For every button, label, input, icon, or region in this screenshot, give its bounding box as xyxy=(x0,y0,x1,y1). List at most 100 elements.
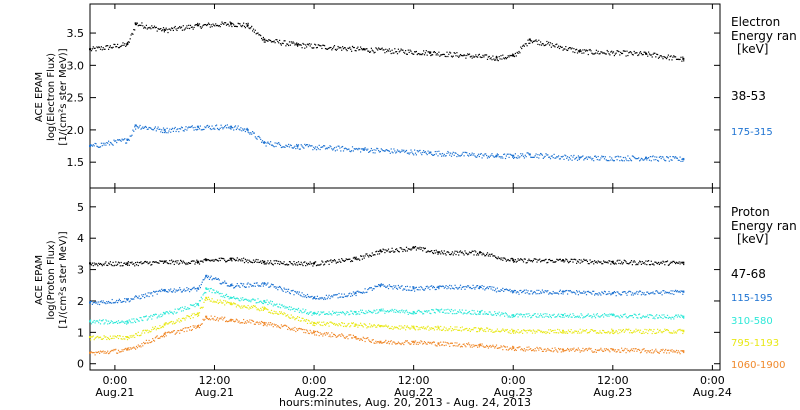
electron-trace-dot xyxy=(391,151,393,153)
proton-trace-dot xyxy=(430,285,432,287)
proton-trace-dot xyxy=(587,331,589,334)
proton-trace-dot xyxy=(470,344,472,346)
electron-trace-dot xyxy=(497,60,499,62)
proton-trace-dot xyxy=(422,288,424,290)
proton-trace-dot xyxy=(595,332,597,334)
electron-trace-dot xyxy=(94,47,96,49)
proton-trace-dot xyxy=(459,343,461,345)
proton-trace-dot xyxy=(255,307,257,309)
proton-trace-dot xyxy=(567,290,570,292)
proton-trace-dot xyxy=(509,288,511,291)
proton-trace-dot xyxy=(535,315,537,318)
electron-trace-dot xyxy=(472,55,474,57)
proton-trace-dot xyxy=(591,293,593,295)
proton-trace-dot xyxy=(346,324,348,327)
proton-trace-dot xyxy=(332,296,334,298)
proton-trace-dot xyxy=(447,285,449,288)
proton-trace-dot xyxy=(461,251,463,253)
proton-trace-dot xyxy=(209,277,211,279)
proton-trace-dot xyxy=(125,263,127,266)
proton-trace-dot xyxy=(141,343,143,345)
proton-trace-dot xyxy=(95,320,97,322)
proton-trace-dot xyxy=(592,315,594,318)
proton-trace-dot xyxy=(595,293,597,295)
proton-trace-dot xyxy=(569,331,571,333)
proton-trace-dot xyxy=(573,314,575,317)
proton-trace-dot xyxy=(542,291,544,293)
electron-trace-dot xyxy=(421,154,423,156)
proton-trace-dot xyxy=(604,349,606,352)
proton-trace-dot xyxy=(171,311,173,313)
proton-trace-dot xyxy=(118,298,120,300)
electron-trace-dot xyxy=(493,58,495,60)
electron-trace-dot xyxy=(532,40,534,43)
proton-trace-dot xyxy=(549,349,551,351)
proton-trace-dot xyxy=(657,352,660,354)
proton-trace-dot xyxy=(609,332,611,335)
electron-trace-dot xyxy=(347,148,349,150)
proton-trace-dot xyxy=(673,350,675,352)
proton-trace-dot xyxy=(149,292,151,294)
proton-trace-dot xyxy=(661,332,663,334)
proton-trace-dot xyxy=(615,295,617,297)
proton-trace-dot xyxy=(640,263,642,265)
proton-trace-dot xyxy=(633,313,635,315)
proton-trace-dot xyxy=(252,306,254,309)
proton-trace-dot xyxy=(187,327,189,329)
proton-trace-dot xyxy=(610,314,612,316)
proton-trace-dot xyxy=(372,288,374,290)
proton-trace-dot xyxy=(583,330,585,332)
proton-trace-dot xyxy=(274,312,276,315)
proton-trace-dot xyxy=(199,324,201,327)
electron-trace-dot xyxy=(435,153,437,155)
proton-trace-dot xyxy=(572,261,574,263)
proton-trace-dot xyxy=(150,293,152,295)
proton-trace-dot xyxy=(608,260,610,262)
proton-trace-dot xyxy=(461,346,463,348)
electron-trace-dot xyxy=(500,55,502,57)
proton-trace-dot xyxy=(656,262,658,264)
proton-trace-dot xyxy=(477,346,479,348)
proton-trace-dot xyxy=(146,342,148,344)
proton-trace-dot xyxy=(116,299,118,302)
proton-trace-dot xyxy=(114,349,116,351)
proton-y-label-line3: [1/(cm²s ster MeV)] xyxy=(58,231,69,328)
proton-trace-dot xyxy=(275,304,277,306)
proton-trace-dot xyxy=(234,320,237,322)
proton-trace-dot xyxy=(657,292,660,294)
proton-trace-dot xyxy=(584,330,586,332)
proton-trace-dot xyxy=(388,343,390,345)
proton-trace-dot xyxy=(135,295,138,297)
proton-trace-dot xyxy=(341,312,343,314)
proton-trace-dot xyxy=(234,286,236,289)
proton-trace-dot xyxy=(178,318,180,320)
electron-trace-dot xyxy=(305,144,307,147)
electron-trace-dot xyxy=(326,48,328,51)
electron-trace-dot xyxy=(535,39,537,41)
proton-trace-dot xyxy=(351,322,353,324)
proton-trace-dot xyxy=(279,285,281,288)
proton-trace-dot xyxy=(194,314,196,316)
proton-trace-dot xyxy=(339,311,341,314)
electron-trace-dot xyxy=(306,43,309,45)
proton-trace-dot xyxy=(400,325,402,327)
proton-trace-dot xyxy=(252,259,255,261)
electron-trace-dot xyxy=(367,50,369,52)
electron-trace-dot xyxy=(568,47,570,49)
electron-trace-dot xyxy=(509,54,511,57)
electron-trace-dot xyxy=(344,47,346,49)
electron-trace-dot xyxy=(332,47,334,50)
proton-trace-dot xyxy=(286,314,288,317)
proton-trace-dot xyxy=(146,261,148,263)
electron-trace-dot xyxy=(260,34,262,37)
proton-trace-dot xyxy=(487,255,489,257)
proton-trace-dot xyxy=(129,320,131,322)
proton-trace-dot xyxy=(118,351,120,353)
electron-trace-dot xyxy=(401,49,403,51)
electron-trace-dot xyxy=(564,48,566,50)
proton-trace-dot xyxy=(585,294,588,296)
electron-trace-dot xyxy=(324,45,326,47)
proton-trace-dot xyxy=(668,264,670,266)
electron-trace-dot xyxy=(284,40,286,42)
proton-trace-dot xyxy=(602,314,604,316)
